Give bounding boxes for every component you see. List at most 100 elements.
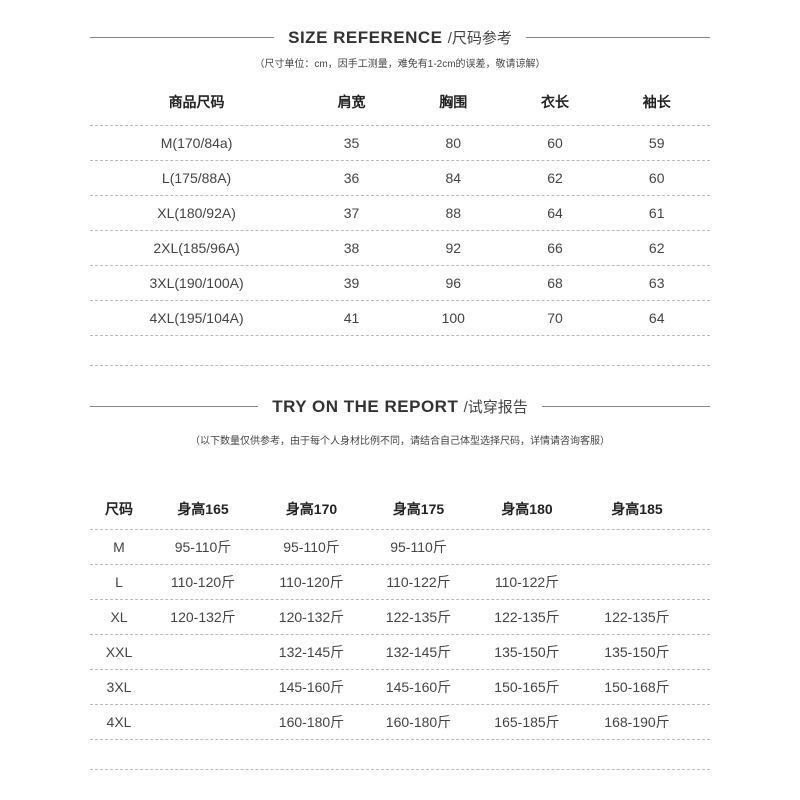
table-cell: 150-168斤 — [604, 679, 670, 695]
column-header: 肩宽 — [337, 94, 366, 110]
size-note: （尺寸单位：cm，因手工测量，难免有1-2cm的误差，敬请谅解） — [254, 59, 546, 70]
table-cell: 110-122斤 — [494, 574, 560, 590]
table-cell: 68 — [547, 275, 563, 291]
table-cell: M — [113, 539, 125, 555]
table-cell: 92 — [445, 240, 462, 256]
table-row: XL(180/92A) 37 88 64 61 — [90, 195, 710, 230]
try-on-note: （以下数量仅供参考，由于每个人身材比例不同，请结合自己体型选择尺码，详情请咨询客… — [190, 436, 610, 447]
table-cell: L(175/88A) — [161, 170, 232, 186]
table-cell: 88 — [445, 205, 462, 221]
divider — [90, 406, 259, 407]
table-cell: 132-145斤 — [278, 644, 345, 660]
table-cell: 160-180斤 — [278, 714, 345, 730]
table-cell: 60 — [547, 135, 563, 151]
table-cell: 61 — [648, 205, 665, 221]
table-cell: 110-120斤 — [170, 574, 236, 590]
column-header: 身高165 — [177, 501, 229, 517]
table-cell: 160-180斤 — [385, 714, 452, 730]
table-cell: 70 — [547, 310, 563, 326]
section-title: TRY ON THE REPORT — [272, 397, 459, 416]
table-cell: 165-185斤 — [494, 714, 560, 730]
table-cell: 39 — [343, 275, 360, 291]
table-cell: 95-110斤 — [174, 539, 232, 555]
table-cell: 132-145斤 — [385, 644, 452, 660]
table-cell: 3XL(190/100A) — [149, 275, 244, 291]
column-header: 衣长 — [541, 94, 569, 110]
table-row: M(170/84a) 35 80 60 59 — [90, 125, 710, 160]
table-cell: 3XL — [106, 679, 132, 695]
table-cell: XL — [110, 609, 128, 625]
divider — [90, 365, 710, 366]
table-cell: 110-122斤 — [386, 574, 451, 590]
table-cell: 122-135斤 — [494, 609, 560, 625]
table-cell: 145-160斤 — [278, 679, 345, 695]
table-cell: 4XL — [106, 714, 132, 730]
table-row: XL 120-132斤 120-132斤 122-135斤 122-135斤 122-13… — [90, 599, 710, 634]
table-row: L(175/88A) 36 84 62 60 — [90, 160, 710, 195]
table-header: 尺码 身高165 身高170 身高175 身高180 身高185 — [90, 494, 710, 524]
table-row: 3XL 145-160斤 145-160斤 150-165斤 150-168斤 — [90, 669, 710, 704]
table-cell: 120-132斤 — [278, 609, 345, 625]
size-reference-table: 商品尺码 肩宽 胸围 衣长 袖长 M(170/84a) 35 80 60 59 L(175/88A)… — [90, 87, 710, 366]
table-cell: 100 — [441, 310, 465, 326]
table-cell: 145-160斤 — [385, 679, 452, 695]
column-header: 尺码 — [105, 501, 133, 517]
table-row: 4XL(195/104A) 41 100 70 64 — [90, 300, 710, 335]
table-cell: 64 — [547, 205, 563, 221]
table-cell: 35 — [343, 135, 360, 151]
table-cell: 135-150斤 — [494, 644, 560, 660]
table-cell: 150-165斤 — [494, 679, 560, 695]
table-cell: 80 — [445, 135, 462, 151]
column-header: 身高180 — [501, 501, 553, 517]
divider — [90, 739, 710, 769]
table-cell: 60 — [648, 170, 665, 186]
try-on-table: 尺码 身高165 身高170 身高175 身高180 身高185 M 95-110斤 95-11… — [90, 494, 710, 770]
table-row: M 95-110斤 95-110斤 95-110斤 — [90, 529, 710, 564]
table-cell: 120-132斤 — [170, 609, 236, 625]
section-title-cn: /尺码参考 — [447, 30, 512, 47]
table-cell: L — [115, 574, 123, 590]
table-cell: 59 — [648, 135, 665, 151]
table-cell: 41 — [343, 310, 360, 326]
section-title: SIZE REFERENCE — [288, 28, 443, 47]
divider — [90, 335, 710, 365]
table-cell: XXL — [105, 644, 133, 660]
size-reference-heading: SIZE REFERENCE /尺码参考 — [90, 27, 711, 48]
table-cell: 122-135斤 — [604, 609, 670, 625]
table-cell: 63 — [648, 275, 665, 291]
table-cell: M(170/84a) — [160, 135, 233, 151]
divider — [541, 406, 711, 407]
table-cell: 95-110斤 — [283, 539, 340, 555]
table-cell: 122-135斤 — [385, 609, 452, 625]
table-row: 4XL 160-180斤 160-180斤 165-185斤 168-190斤 — [90, 704, 710, 739]
table-cell: 38 — [343, 240, 360, 256]
column-header: 商品尺码 — [168, 94, 225, 110]
table-cell: 37 — [343, 205, 360, 221]
try-on-heading: TRY ON THE REPORT /试穿报告 — [90, 396, 711, 417]
table-cell: XL(180/92A) — [157, 205, 236, 221]
table-cell: 95-110斤 — [390, 539, 447, 555]
divider — [90, 769, 710, 770]
divider — [90, 37, 275, 38]
section-title-cn: /试穿报告 — [463, 399, 528, 416]
table-cell: 110-120斤 — [279, 574, 344, 590]
column-header: 身高185 — [611, 501, 663, 517]
column-header: 袖长 — [642, 94, 671, 110]
column-header: 身高170 — [285, 501, 338, 517]
table-row: 3XL(190/100A) 39 96 68 63 — [90, 265, 710, 300]
table-row: 2XL(185/96A) 38 92 66 62 — [90, 230, 710, 265]
table-cell: 4XL(195/104A) — [149, 310, 244, 326]
column-header: 胸围 — [439, 94, 468, 110]
table-cell: 135-150斤 — [604, 644, 670, 660]
table-cell: 36 — [343, 170, 360, 186]
table-row: XXL 132-145斤 132-145斤 135-150斤 135-150斤 — [90, 634, 710, 669]
table-cell: 62 — [648, 240, 665, 256]
table-cell: 2XL(185/96A) — [153, 240, 240, 256]
table-header: 商品尺码 肩宽 胸围 衣长 袖长 — [90, 87, 710, 117]
divider — [525, 37, 711, 38]
table-cell: 64 — [648, 310, 665, 326]
table-cell: 96 — [445, 275, 462, 291]
table-cell: 62 — [547, 170, 563, 186]
table-cell: 66 — [547, 240, 563, 256]
table-cell: 84 — [445, 170, 462, 186]
